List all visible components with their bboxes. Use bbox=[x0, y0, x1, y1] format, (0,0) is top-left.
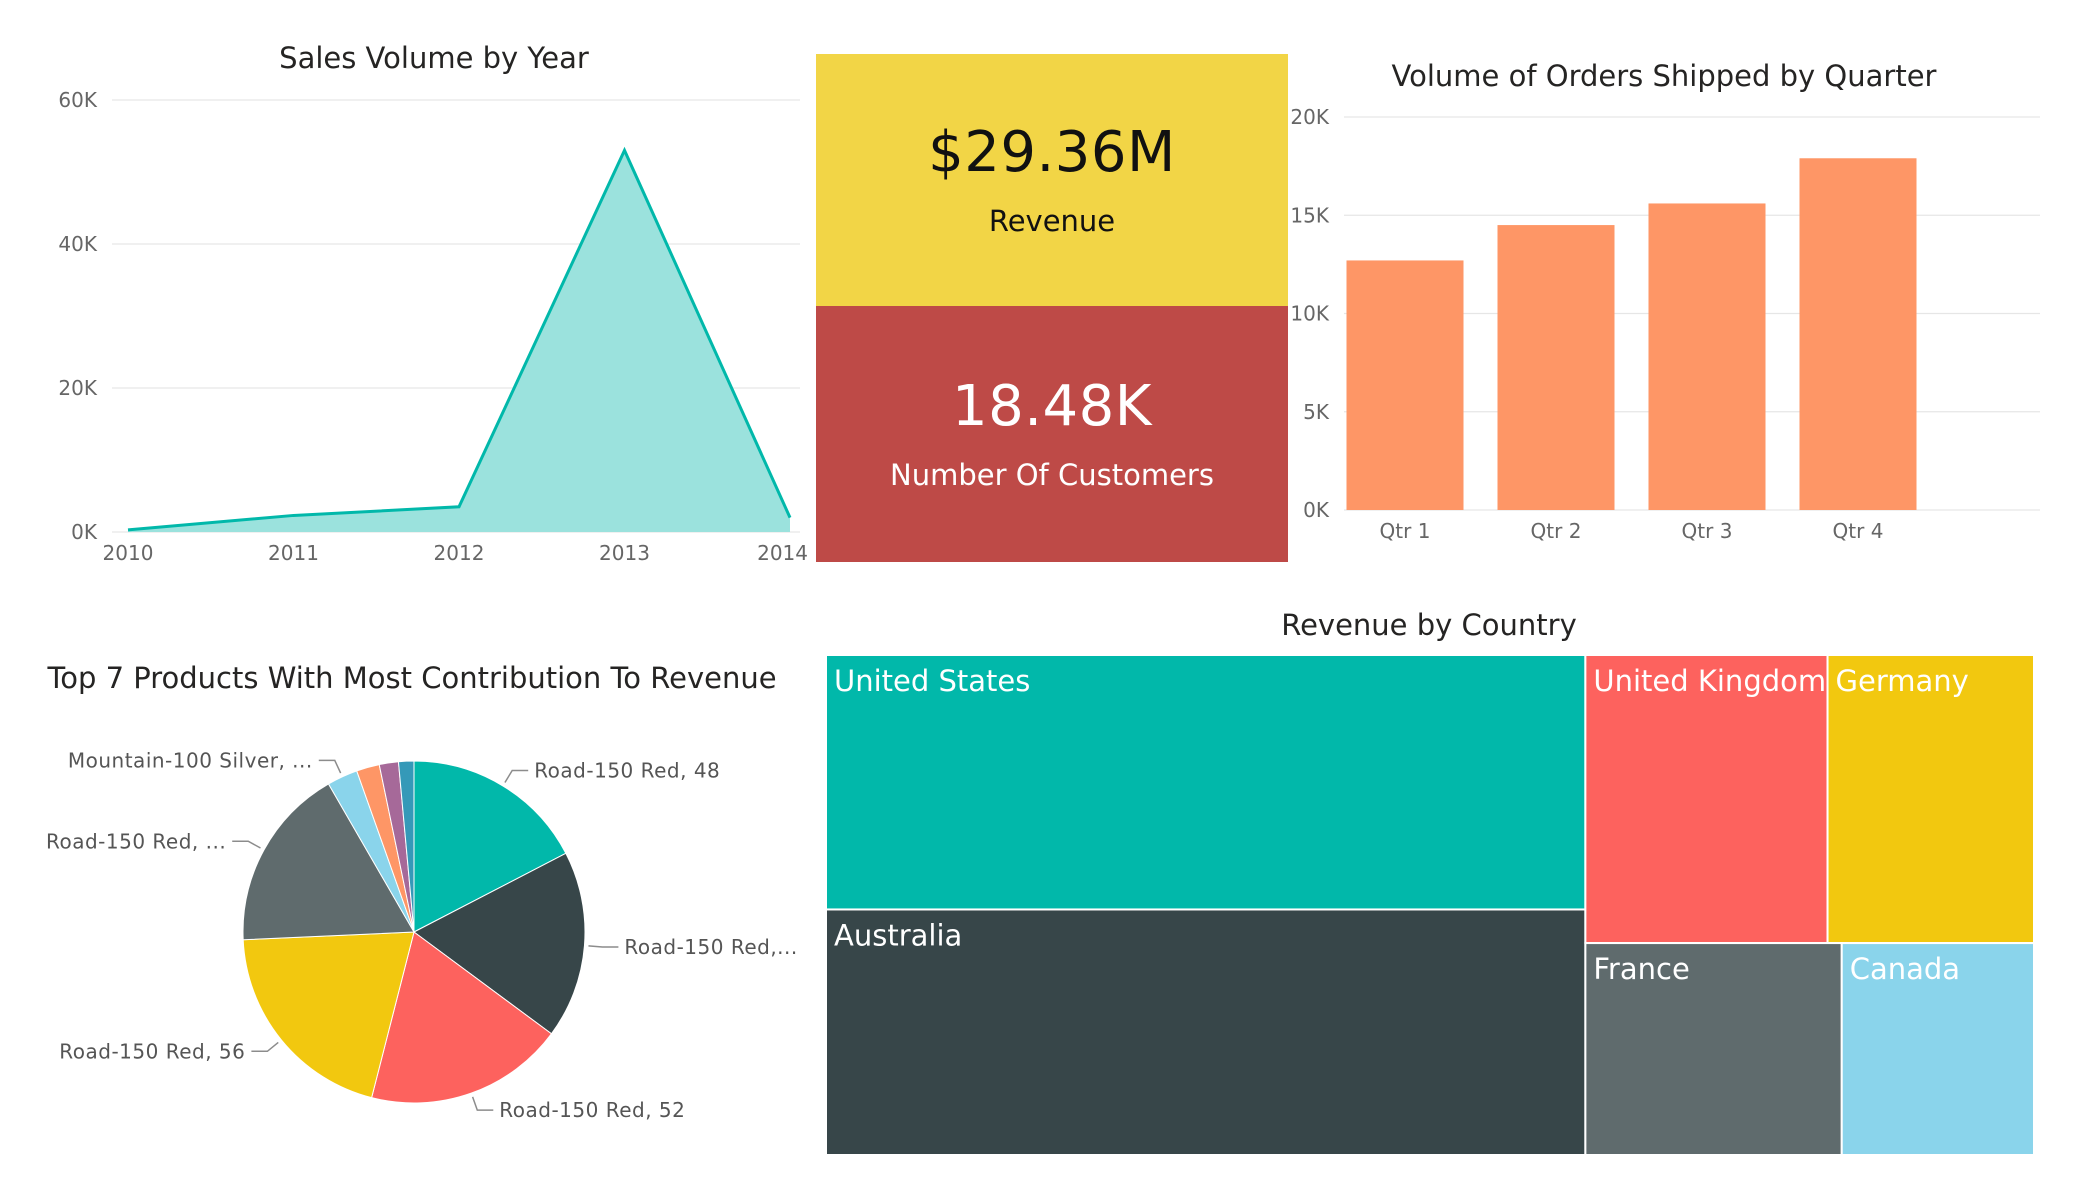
area-chart-title: Sales Volume by Year bbox=[279, 41, 589, 75]
top-products-pie-chart[interactable]: Top 7 Products With Most Contribution To… bbox=[0, 600, 816, 1180]
treemap-label-united-kingdom: United Kingdom bbox=[1593, 664, 1826, 698]
x-tick-label: Qtr 2 bbox=[1531, 519, 1582, 543]
treemap-label-germany: Germany bbox=[1836, 664, 1969, 698]
treemap-label-france: France bbox=[1593, 952, 1689, 986]
treemap-cell-france[interactable] bbox=[1584, 942, 1843, 1156]
pie-slice[interactable] bbox=[242, 931, 415, 1099]
pie-slice[interactable] bbox=[242, 783, 415, 941]
area-fill bbox=[128, 150, 790, 532]
y-tick-label: 20K bbox=[58, 376, 97, 400]
treemap-cell-germany[interactable] bbox=[1826, 654, 2035, 945]
treemap-cell-australia[interactable] bbox=[825, 908, 1587, 1157]
bar-chart-title: Volume of Orders Shipped by Quarter bbox=[1392, 59, 1937, 93]
treemap-cell-united-kingdom[interactable] bbox=[1584, 654, 1829, 945]
x-tick-label: 2012 bbox=[434, 541, 485, 565]
revenue-card[interactable]: $29.36M Revenue bbox=[816, 54, 1288, 306]
y-tick-label: 15K bbox=[1290, 203, 1329, 227]
y-tick-label: 10K bbox=[1290, 302, 1329, 326]
x-tick-label: Qtr 4 bbox=[1833, 519, 1884, 543]
pie-leader-line bbox=[588, 945, 619, 948]
pie-data-label: Road-150 Red,... bbox=[624, 935, 797, 959]
customers-label: Number Of Customers bbox=[890, 457, 1214, 492]
pie-data-label: Road-150 Red, 56 bbox=[59, 1039, 245, 1063]
x-tick-label: 2011 bbox=[268, 541, 319, 565]
pie-slice[interactable] bbox=[413, 760, 567, 933]
customers-card[interactable]: 18.48K Number Of Customers bbox=[816, 306, 1288, 562]
bar[interactable] bbox=[1497, 225, 1615, 510]
pie-chart-title: Top 7 Products With Most Contribution To… bbox=[46, 661, 776, 695]
area-line bbox=[127, 146, 792, 532]
customers-value: 18.48K bbox=[951, 374, 1153, 440]
pie-leader-line bbox=[504, 769, 529, 783]
pie-slice[interactable] bbox=[397, 760, 415, 933]
x-tick-label: 2013 bbox=[599, 541, 650, 565]
revenue-value: $29.36M bbox=[928, 120, 1176, 186]
x-tick-label: Qtr 3 bbox=[1682, 519, 1733, 543]
x-tick-label: 2014 bbox=[757, 541, 808, 565]
y-tick-label: 0K bbox=[1303, 498, 1330, 522]
pie-leader-line bbox=[318, 759, 342, 774]
treemap-cell-united-states[interactable] bbox=[825, 654, 1587, 911]
y-tick-label: 60K bbox=[58, 88, 97, 112]
y-tick-label: 40K bbox=[58, 232, 97, 256]
pie-slice[interactable] bbox=[413, 852, 586, 1035]
pie-leader-line bbox=[232, 840, 261, 849]
x-tick-label: 2010 bbox=[103, 541, 154, 565]
pie-data-label: Road-150 Red, 52 bbox=[499, 1098, 685, 1122]
revenue-by-country-treemap[interactable]: Revenue by Country United States Australi… bbox=[816, 580, 2075, 1180]
treemap-label-canada: Canada bbox=[1850, 952, 1960, 986]
bar[interactable] bbox=[1346, 260, 1464, 510]
y-tick-label: 0K bbox=[71, 520, 98, 544]
bar[interactable] bbox=[1648, 203, 1766, 510]
x-tick-label: Qtr 1 bbox=[1380, 519, 1431, 543]
revenue-label: Revenue bbox=[988, 203, 1116, 238]
pie-data-label: Road-150 Red, 48 bbox=[534, 759, 720, 783]
pie-data-label: Mountain-100 Silver, ... bbox=[68, 748, 313, 772]
treemap-cell-canada[interactable] bbox=[1840, 942, 2035, 1156]
pie-slice[interactable] bbox=[371, 931, 553, 1104]
bar[interactable] bbox=[1799, 158, 1917, 510]
orders-by-quarter-bar-chart[interactable]: Volume of Orders Shipped by Quarter 0K 5K… bbox=[1288, 0, 2075, 580]
pie-leader-line bbox=[251, 1041, 279, 1053]
treemap-label-united-states: United States bbox=[834, 664, 1030, 698]
treemap-label-australia: Australia bbox=[834, 918, 962, 952]
pie-data-label: Road-150 Red, ... bbox=[46, 829, 226, 853]
pie-leader-line bbox=[471, 1096, 494, 1111]
y-tick-label: 5K bbox=[1303, 400, 1330, 424]
y-tick-label: 20K bbox=[1290, 105, 1329, 129]
sales-volume-area-chart[interactable]: Sales Volume by Year 0K 20K 40K 60K 2010 201… bbox=[0, 0, 816, 580]
treemap-title: Revenue by Country bbox=[1281, 608, 1577, 642]
